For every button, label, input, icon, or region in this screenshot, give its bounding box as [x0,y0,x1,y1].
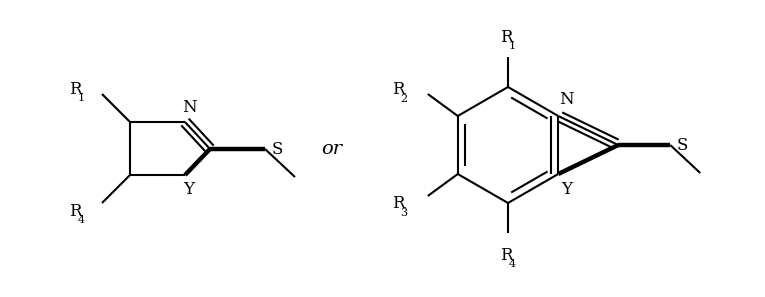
Text: N: N [559,91,574,108]
Text: R: R [500,29,513,45]
Text: 4: 4 [77,215,85,225]
Text: R: R [69,80,82,97]
Text: or: or [321,140,343,158]
Text: R: R [69,203,82,219]
Text: 1: 1 [509,41,516,51]
Text: 1: 1 [77,93,85,103]
Text: S: S [272,140,283,157]
Text: R: R [392,81,404,99]
Text: R: R [392,195,404,212]
Text: R: R [500,247,513,263]
Text: S: S [676,137,688,154]
Text: N: N [181,99,197,116]
Text: 2: 2 [400,94,408,104]
Text: 3: 3 [400,208,408,218]
Text: 4: 4 [509,259,516,269]
Text: Y: Y [561,181,571,198]
Text: Y: Y [184,181,194,198]
